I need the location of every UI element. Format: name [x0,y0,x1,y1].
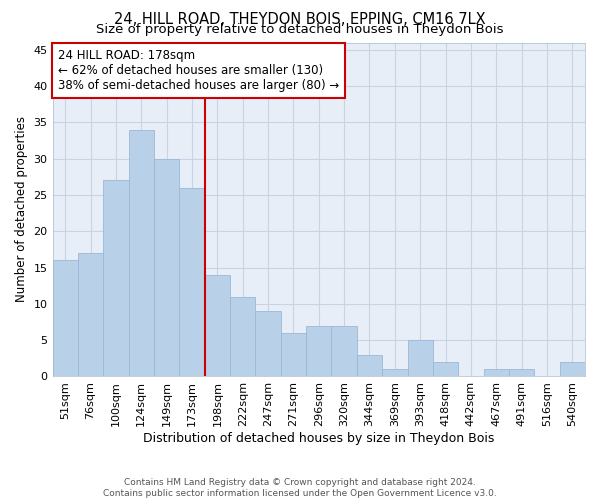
Text: 24 HILL ROAD: 178sqm
← 62% of detached houses are smaller (130)
38% of semi-deta: 24 HILL ROAD: 178sqm ← 62% of detached h… [58,49,339,92]
Bar [560,362,585,376]
Text: Size of property relative to detached houses in Theydon Bois: Size of property relative to detached ho… [96,22,504,36]
Bar [205,275,230,376]
Text: Contains HM Land Registry data © Crown copyright and database right 2024.
Contai: Contains HM Land Registry data © Crown c… [103,478,497,498]
Bar [179,188,205,376]
Bar [53,260,78,376]
Bar [128,130,154,376]
Bar [357,354,382,376]
Bar [407,340,433,376]
Bar [230,296,256,376]
Text: 24, HILL ROAD, THEYDON BOIS, EPPING, CM16 7LX: 24, HILL ROAD, THEYDON BOIS, EPPING, CM1… [114,12,486,28]
X-axis label: Distribution of detached houses by size in Theydon Bois: Distribution of detached houses by size … [143,432,494,445]
Bar [154,158,179,376]
Bar [484,369,509,376]
Y-axis label: Number of detached properties: Number of detached properties [15,116,28,302]
Bar [306,326,331,376]
Bar [256,311,281,376]
Bar [103,180,128,376]
Bar [382,369,407,376]
Bar [281,333,306,376]
Bar [509,369,534,376]
Bar [331,326,357,376]
Bar [78,253,103,376]
Bar [433,362,458,376]
